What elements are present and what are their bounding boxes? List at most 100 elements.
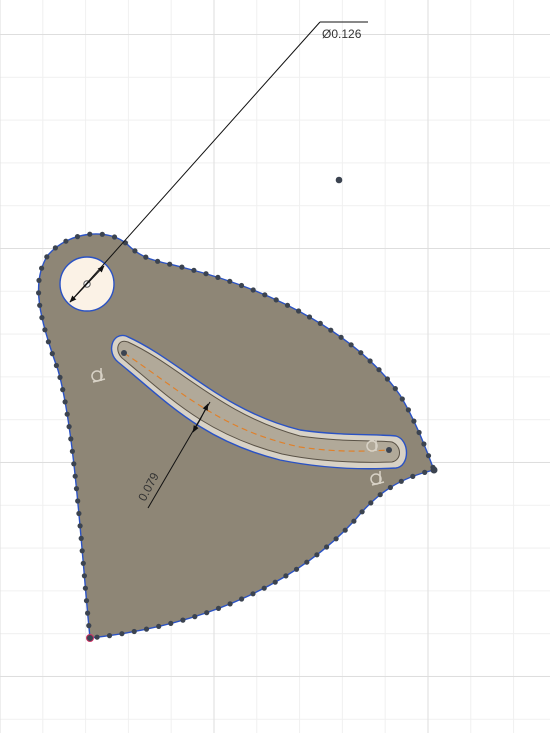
edge-point [44,254,50,260]
edge-point [69,448,75,454]
edge-point [191,267,197,273]
edge-point [239,596,245,602]
edge-point [68,436,74,442]
coincident-constraint-icon[interactable] [91,368,106,383]
edge-point [192,614,198,620]
edge-point [306,314,313,320]
edge-point [85,610,91,616]
edge-point [227,278,233,284]
edge-point [53,362,60,369]
edge-point [283,573,289,579]
edge-point [333,536,339,542]
edge-point [422,469,428,475]
edge-point [314,552,320,558]
edge-point [106,633,113,639]
edge-point [250,287,256,293]
edge-point [156,623,162,630]
edge-point [66,424,72,430]
edge-point [387,484,393,491]
edge-point [82,585,88,591]
edge-point [167,261,173,267]
edge-point [87,231,93,237]
edge-point [39,315,45,321]
edge-point [272,579,278,585]
edge-point [72,473,78,479]
edge-point [398,478,404,484]
edge-point [131,628,137,635]
edge-point [342,527,348,533]
coincident-constraint-icon[interactable] [366,438,378,452]
edge-point [62,399,68,405]
edge-point [179,264,185,270]
edge-point [132,248,138,254]
edge-point [74,234,81,240]
edge-point [86,623,92,629]
diameter-dimension-label[interactable]: Ø0.126 [322,27,362,41]
edge-point [39,265,45,271]
profile-corner-point[interactable] [430,466,438,474]
edge-point [79,548,85,554]
edge-point [75,498,81,504]
diameter-dimension[interactable]: Ø0.126 [69,21,368,303]
edge-point [416,429,422,436]
slot-start-point[interactable] [121,350,127,356]
edge-point [111,234,118,240]
edge-point [71,461,77,467]
edge-point [203,271,209,277]
edge-point [204,610,210,616]
edge-point [296,308,302,314]
edge-point [78,535,84,542]
edge-point [119,631,125,637]
edge-point [328,327,334,333]
edge-point [410,473,416,479]
edge-point [63,238,69,244]
edge-point [155,258,161,264]
coincident-constraint-icon[interactable] [370,471,385,486]
slot-end-point[interactable] [386,447,392,453]
edge-point [227,601,233,607]
edge-point [405,407,411,413]
edge-point [80,560,86,566]
edge-point [377,492,383,498]
edge-point [384,376,390,382]
edge-point [99,231,105,237]
edge-point [168,620,174,627]
edge-point [94,634,100,640]
edge-point [367,358,373,364]
edge-point [348,342,354,348]
edge-point [358,350,364,356]
edge-point [338,334,344,340]
edge-point [215,274,221,280]
edge-point [36,290,42,296]
edge-point [143,626,150,632]
edge-point [83,598,90,604]
edge-point [73,486,80,492]
edge-point [180,617,186,623]
edge-point [64,411,70,417]
edge-point [351,518,357,524]
edge-point [76,510,82,517]
edge-point [359,509,365,515]
edge-point [411,418,417,424]
edge-point [392,386,398,392]
edge-point [77,523,83,529]
edge-point [293,566,300,572]
edge-point [238,282,245,289]
reference-point[interactable] [335,176,343,184]
edge-point [36,277,42,283]
edge-point [399,396,405,402]
edge-point [261,585,267,591]
edge-point [376,367,382,373]
edge-point [215,605,222,612]
edge-point [284,302,291,308]
edge-point [49,351,55,357]
profile-corner-point[interactable] [86,634,94,642]
edge-point [273,297,279,303]
edge-point [37,302,43,308]
edge-point [57,374,63,380]
edge-point [52,245,59,251]
edge-point [368,500,374,506]
slot-outline[interactable] [110,334,408,470]
